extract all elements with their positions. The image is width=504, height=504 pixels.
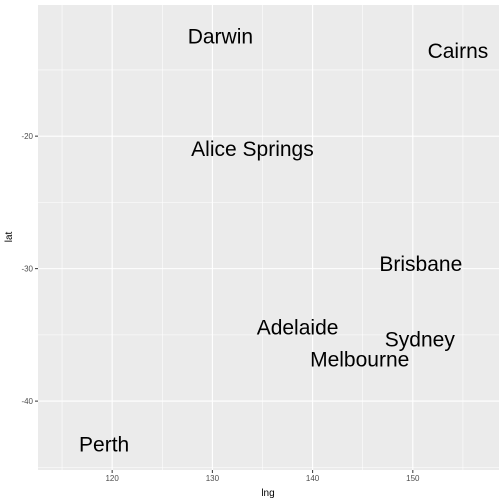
y-axis-title: lat	[4, 231, 15, 242]
y-tick-label: -40	[21, 397, 33, 406]
point-label-cairns: Cairns	[428, 40, 489, 63]
point-label-darwin: Darwin	[188, 25, 253, 48]
y-tick-label: -20	[21, 132, 33, 141]
x-axis: 120 130 140 150	[105, 470, 420, 483]
point-label-melbourne: Melbourne	[310, 349, 409, 372]
x-tick-label: 120	[105, 474, 119, 483]
x-tick-label: 130	[206, 474, 220, 483]
y-axis: -20 -30 -40	[21, 132, 38, 406]
grid-minor	[38, 5, 499, 470]
point-label-adelaide: Adelaide	[257, 317, 339, 340]
data-points: Darwin Cairns Alice Springs Brisbane Adelaid…	[79, 25, 488, 456]
point-label-alice-springs: Alice Springs	[191, 138, 314, 161]
grid-major	[38, 5, 499, 470]
x-axis-title: lng	[261, 488, 274, 499]
x-tick-label: 140	[306, 474, 320, 483]
point-label-perth: Perth	[79, 433, 129, 456]
point-label-sydney: Sydney	[385, 329, 456, 352]
x-tick-label: 150	[406, 474, 420, 483]
y-tick-label: -30	[21, 265, 33, 274]
panel-background	[38, 5, 499, 470]
point-label-brisbane: Brisbane	[379, 253, 462, 276]
